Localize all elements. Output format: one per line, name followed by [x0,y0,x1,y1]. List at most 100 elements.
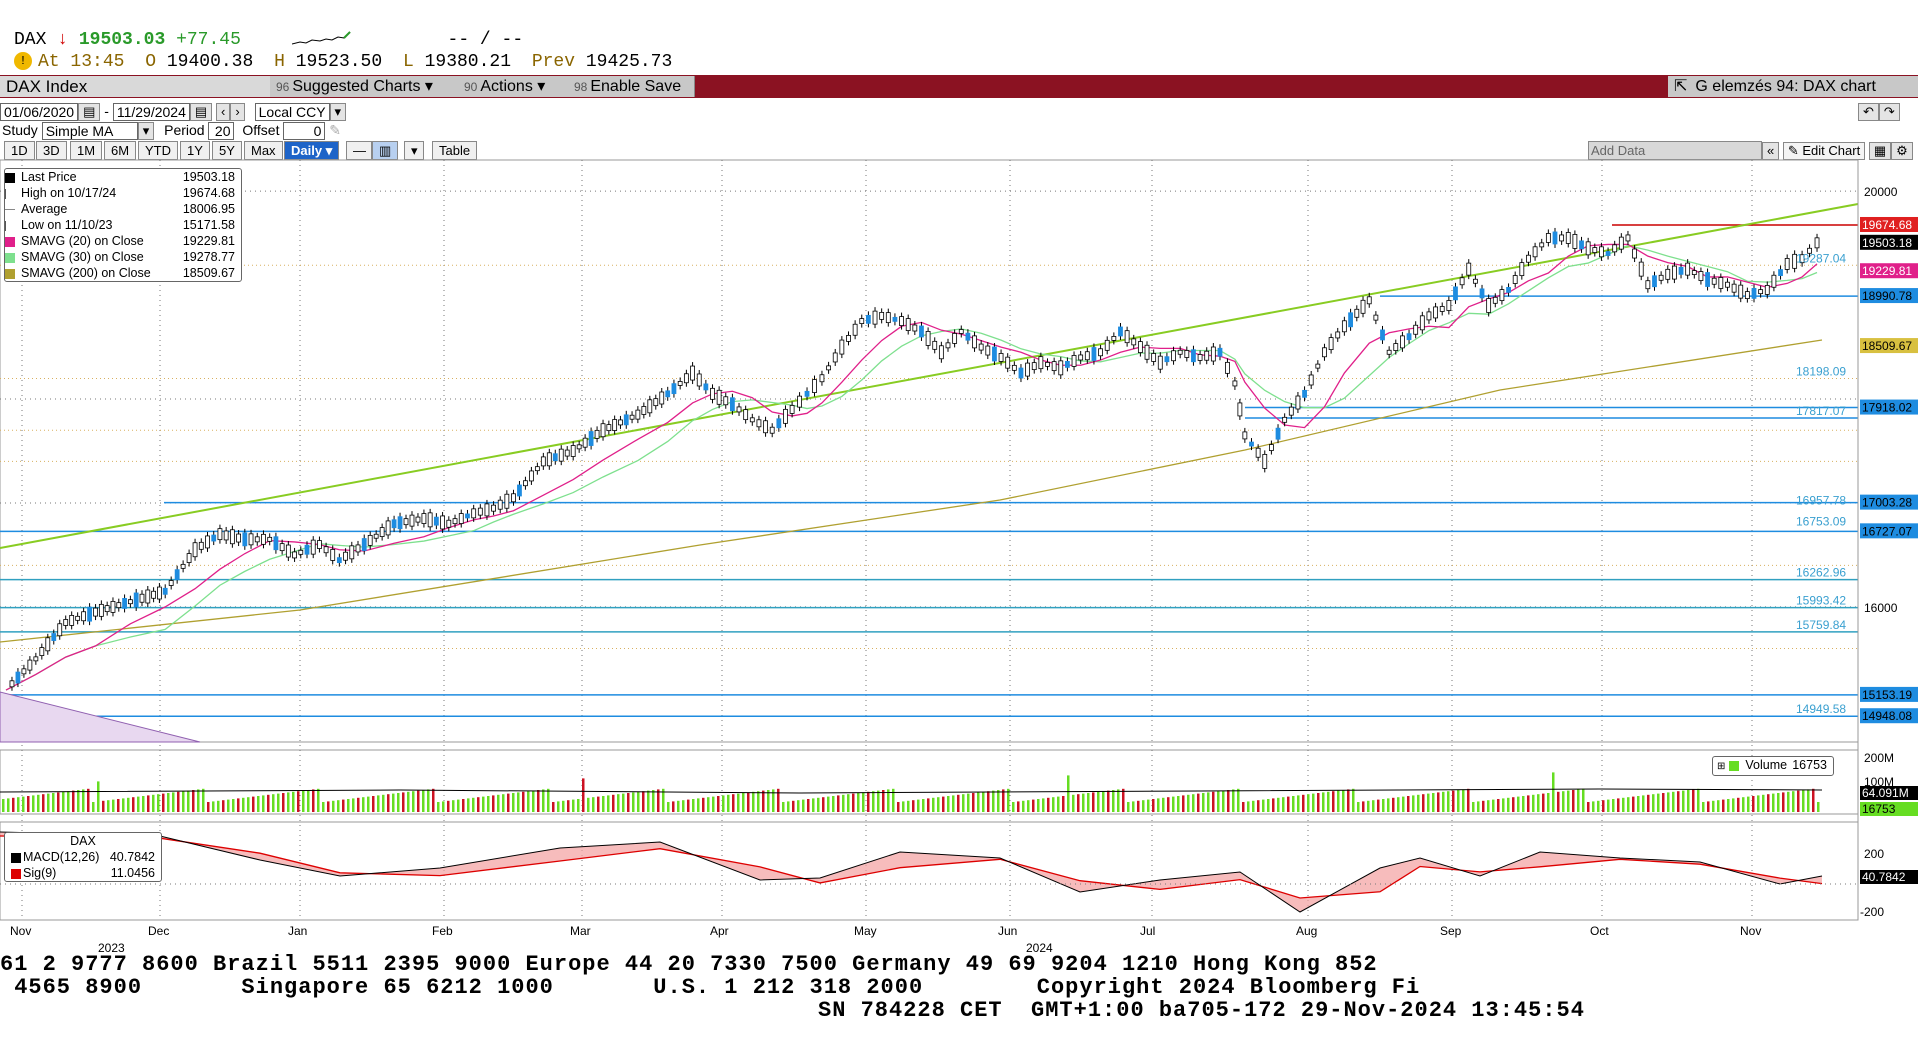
volume-bar [1387,798,1390,812]
volume-bar [1012,802,1015,812]
volume-bar [72,790,75,812]
chevron-down-icon[interactable]: ▾ [329,103,347,122]
next-period-button[interactable]: › [230,103,245,122]
calendar-icon[interactable]: ▤ [78,103,101,122]
axis-flag [1860,870,1918,884]
security-field[interactable]: DAX Index [0,76,271,97]
volume-bar [47,793,50,812]
suggested-charts-button[interactable]: 96 Suggested Charts ▾ [270,76,461,97]
offset-input[interactable]: 0 [283,122,326,141]
chevron-down-icon[interactable]: ▾ [137,122,155,141]
actions-button[interactable]: 90 Actions ▾ [458,76,571,97]
range-max[interactable]: Max [244,141,283,160]
undo-icon[interactable]: ↶ [1858,103,1879,121]
volume-bar [992,790,995,812]
gear-icon[interactable]: ⚙ [1891,141,1913,160]
candle [87,603,92,626]
currency-select[interactable]: Local CCY [254,103,330,122]
candle [1045,358,1050,371]
volume-bar [1712,800,1715,812]
collapse-icon[interactable]: « [1762,141,1780,160]
volume-bar [1532,794,1535,812]
candle [1255,444,1261,462]
candle-body [217,528,223,541]
candle-body [1638,261,1644,277]
candle-body [122,598,127,609]
range-6m[interactable]: 6M [104,141,137,160]
candle [1645,276,1651,293]
candle-body [826,365,831,371]
volume-bar [1187,794,1190,812]
candle [723,392,729,409]
candle [546,448,552,470]
ticker-symbol: DAX [14,30,47,50]
start-date-input[interactable]: 01/06/2020 [0,103,79,122]
volume-bar [497,794,500,812]
chart-title-button[interactable]: ⇱ G elemzés 94: DAX chart [1668,76,1918,97]
volume-bar [397,793,400,812]
month-label: Apr [710,924,729,938]
range-1d[interactable]: 1D [4,141,35,160]
volume-bar [102,800,105,812]
enable-save-button[interactable]: 98 Enable Save [568,76,695,97]
volume-bar [1302,794,1305,812]
legend-swatch [11,868,21,879]
edit-chart-button[interactable]: ✎ Edit Chart [1782,141,1866,160]
candle [1164,352,1170,366]
candle [310,536,316,559]
volume-bar [1382,799,1385,812]
macd-legend: DAX MACD(12,26) 40.7842 Sig(9) 11.0456 [4,832,162,882]
end-date-input[interactable]: 11/29/2024 [112,103,190,122]
range-1y[interactable]: 1Y [180,141,210,160]
add-data-input[interactable]: Add Data [1588,141,1762,160]
candle [1799,250,1805,267]
candle [653,394,659,410]
period-input[interactable]: 20 [208,122,235,141]
table-button[interactable]: Table [432,141,478,160]
candle [588,427,594,450]
volume-bar [342,799,345,812]
month-label: Sep [1440,924,1462,938]
candle [1322,343,1327,361]
candle-body [546,452,552,467]
volume-bar [882,790,885,812]
redo-icon[interactable]: ↷ [1878,103,1900,121]
macd-panel [0,821,1859,921]
candle-style-button[interactable]: ▥ [372,141,398,160]
dropdown-arrow-icon: ▾ [424,78,433,95]
volume-bar [97,781,100,812]
candle [217,524,223,544]
line-style-button[interactable]: — [346,141,372,160]
candle [491,501,496,516]
candle [21,664,27,678]
candle [511,489,516,506]
volume-bar [382,794,385,812]
candle [1771,271,1777,292]
range-5y[interactable]: 5Y [212,141,242,160]
prev-period-button[interactable]: ‹ [216,103,231,122]
candle-body [832,352,838,363]
volume-bar [787,801,790,812]
volume-bar [677,800,680,812]
candle-body [1605,251,1611,256]
volume-bar [57,792,60,812]
volume-bar [487,796,490,812]
candle [812,375,817,397]
expand-icon[interactable]: ⊞ [1717,761,1726,772]
volume-bar [642,791,645,812]
frequency-select[interactable]: Daily ▾ [284,141,340,160]
candle-body [618,419,623,426]
candle [168,576,174,590]
range-1m[interactable]: 1M [70,141,103,160]
candle [355,540,361,556]
calendar-icon[interactable]: ▤ [189,103,213,122]
chart-icon[interactable]: ▦ [1868,141,1892,160]
candle-body [600,423,606,438]
study-select[interactable]: Simple MA [41,122,138,141]
pencil-icon[interactable]: ✎ [329,122,341,138]
volume-bar [707,797,710,812]
range-ytd[interactable]: YTD [138,141,178,160]
candle-body [677,381,683,386]
volume-bar [232,799,235,812]
